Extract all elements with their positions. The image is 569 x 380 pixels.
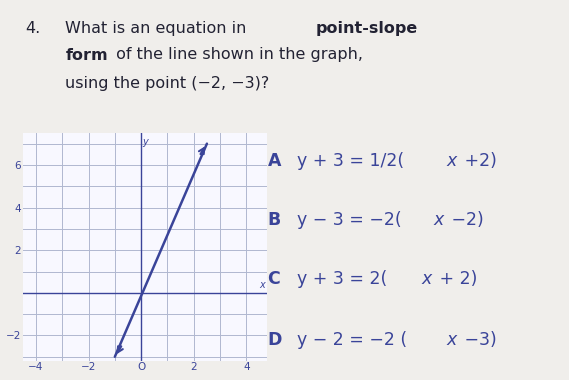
Text: + 2): + 2) <box>434 270 477 288</box>
Text: B: B <box>267 211 281 229</box>
Text: x: x <box>421 270 431 288</box>
Text: +2): +2) <box>459 152 496 170</box>
Text: y + 3 = 1/2(: y + 3 = 1/2( <box>297 152 404 170</box>
Text: point-slope: point-slope <box>316 21 418 36</box>
Text: 4.: 4. <box>26 21 41 36</box>
Text: y: y <box>142 137 148 147</box>
Text: −2): −2) <box>446 211 484 229</box>
Text: x: x <box>434 211 444 229</box>
Text: x: x <box>446 331 456 349</box>
Text: x: x <box>446 152 456 170</box>
Text: −3): −3) <box>459 331 496 349</box>
Text: x: x <box>259 280 265 290</box>
Text: C: C <box>267 270 280 288</box>
Text: using the point (−2, −3)?: using the point (−2, −3)? <box>65 76 270 91</box>
Text: y − 2 = −2 (: y − 2 = −2 ( <box>297 331 407 349</box>
Text: What is an equation in: What is an equation in <box>65 21 252 36</box>
Text: of the line shown in the graph,: of the line shown in the graph, <box>111 48 363 62</box>
Text: D: D <box>267 331 282 349</box>
Text: form: form <box>65 48 108 62</box>
Text: A: A <box>267 152 281 170</box>
Text: y + 3 = 2(: y + 3 = 2( <box>297 270 387 288</box>
Text: y − 3 = −2(: y − 3 = −2( <box>297 211 402 229</box>
